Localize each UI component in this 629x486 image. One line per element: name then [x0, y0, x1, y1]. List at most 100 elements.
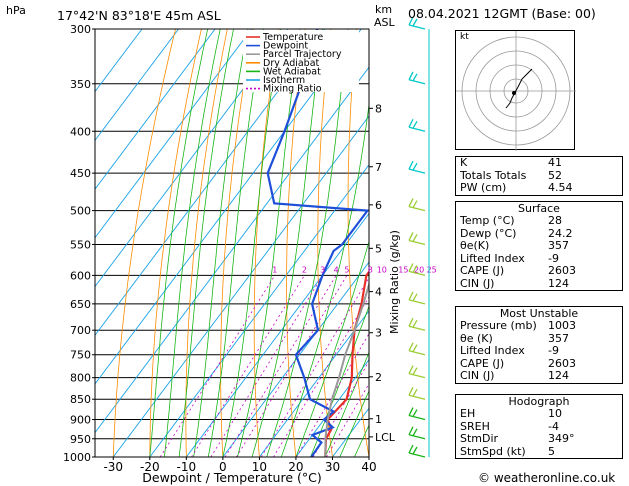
surface-row-value: 124 [548, 276, 569, 290]
wet-adiabat [222, 29, 282, 457]
unstable-row-value: -9 [548, 344, 559, 357]
wind-barb-flag [412, 73, 418, 82]
indices-row-value: 52 [548, 168, 562, 182]
unstable-row: Pressure (mb) 1003 [456, 319, 622, 333]
pressure-tick-label: 900 [70, 414, 91, 427]
dry-adiabat [185, 29, 228, 457]
indices-row: PW (cm) 4.54 [456, 181, 622, 195]
isotherm [185, 212, 369, 457]
wet-adiabat [237, 29, 301, 457]
wind-barb [408, 325, 426, 331]
wind-barb-flag [412, 344, 418, 353]
dry-adiabat [406, 29, 442, 457]
series-dewpoint [266, 29, 369, 457]
isotherm [95, 29, 289, 288]
legend-label: Mixing Ratio [263, 84, 322, 95]
wet-adiabat [207, 29, 264, 457]
surface-row: θe(K) 357 [456, 239, 622, 253]
mixing-ratio-label: 5 [344, 265, 349, 274]
mixing-ratio-label: 4 [334, 265, 339, 274]
surface-row: Temp (°C) 28 [456, 214, 622, 228]
wind-barb [408, 414, 426, 421]
indices-row-label: K [460, 156, 468, 169]
legend-label: Dry Adiabat [263, 58, 320, 69]
pressure-tick-label: 400 [70, 125, 91, 138]
temp-tick-label: 20 [288, 460, 303, 474]
wet-adiabat [280, 101, 369, 457]
wet-adiabat [295, 240, 369, 457]
wind-barb-flag [408, 232, 414, 241]
wind-barb [408, 452, 426, 458]
wind-barbs [408, 16, 430, 458]
pressure-tick-label: 750 [70, 349, 91, 362]
mixing-ratio-line [191, 275, 305, 457]
dry-adiabat [149, 29, 202, 457]
mixing-ratio-label: 3 [320, 265, 325, 274]
wet-adiabat [193, 29, 249, 457]
unstable-row: CAPE (J) 2603 [456, 356, 622, 371]
unstable-row-label: θe (K) [460, 331, 493, 345]
pressure-tick-label: 350 [70, 78, 91, 91]
wind-barb [408, 394, 426, 400]
indices-panel: K 41 Totals Totals 52 PW (cm) 4.54 [455, 156, 623, 196]
indices-row-value: 41 [548, 156, 562, 169]
km-tick-label: 7 [375, 161, 382, 174]
isotherm [95, 29, 179, 142]
temp-tick-label: 30 [325, 460, 340, 474]
legend-label: Isotherm [263, 75, 305, 86]
mixing-ratio-label: 15 [398, 265, 408, 274]
wind-barb-flag [408, 407, 414, 416]
mixing-ratio-label: 8 [368, 265, 373, 274]
wind-barb-flag [408, 365, 414, 374]
unstable-row-label: Lifted Index [460, 344, 525, 357]
hodograph-row: SREH -4 [456, 419, 622, 434]
surface-panel: Surface Temp (°C) 28 Dewp (°C) 24.2 θe(K) 357… [455, 201, 623, 291]
mixing-ratio-label: 2 [302, 265, 307, 274]
wind-barb-flag [412, 446, 418, 455]
km-tick-label: 3 [375, 327, 382, 340]
temp-tick-label: -10 [177, 460, 197, 474]
surface-row-label: θe(K) [460, 239, 490, 252]
unstable-row-value: 1003 [548, 319, 576, 332]
surface-row-label: CIN (J) [460, 276, 495, 290]
surface-row-value: -9 [548, 251, 559, 265]
mixing-ratio-line [260, 276, 369, 457]
hodograph-row-value: 5 [548, 444, 555, 458]
wind-barb [408, 299, 426, 305]
wind-barb-flag [408, 342, 414, 352]
hodograph-row-value: -4 [548, 419, 559, 433]
wind-barb-flag [412, 293, 418, 302]
indices-row-label: PW (cm) [460, 181, 507, 194]
hodograph-row-label: StmDir [460, 432, 499, 445]
mixing-ratio-label: 10 [377, 265, 387, 274]
wind-barb [408, 270, 426, 277]
wet-adiabat [339, 389, 369, 457]
hodograph-panel: kt [455, 30, 576, 151]
unstable-row-label: Pressure (mb) [460, 319, 537, 332]
isotherm [95, 66, 369, 434]
isotherm [95, 29, 216, 190]
wet-adiabat [266, 29, 349, 457]
pressure-tick-label: 950 [70, 433, 91, 446]
surface-row: CIN (J) 124 [456, 276, 622, 291]
wind-barb-flag [408, 160, 414, 170]
plot-frame [94, 28, 370, 458]
mixing-ratio-label: 25 [427, 265, 437, 274]
mixing-ratio-label: 1 [272, 265, 277, 274]
most-unstable-panel: Most Unstable Pressure (mb) 1003 θe (K) 357… [455, 306, 623, 384]
wind-barb-flag [408, 291, 414, 301]
temp-tick-label: -30 [103, 460, 123, 474]
x-axis-title: Dewpoint / Temperature (°C) [142, 470, 321, 485]
legend-label: Wet Adiabat [263, 66, 321, 77]
mixing-ratio-label: 20 [414, 265, 424, 274]
unstable-row-value: 2603 [548, 356, 576, 370]
wind-barb-flag [412, 265, 418, 273]
pressure-tick-label: 450 [70, 167, 91, 180]
unstable-row-value: 124 [548, 369, 569, 382]
pressure-tick-label: 300 [70, 23, 91, 36]
wind-barb-flag [408, 118, 414, 128]
km-tick-label: 1 [375, 413, 382, 426]
hpa-label: hPa [6, 4, 26, 17]
wind-barb-flag [412, 234, 418, 242]
